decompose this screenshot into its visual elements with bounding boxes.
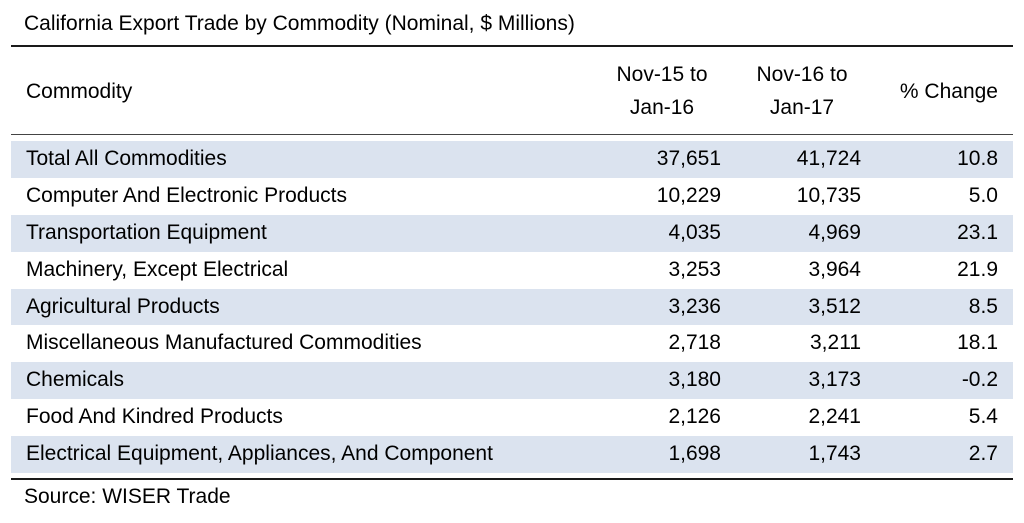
cell-period-2: 3,512 xyxy=(808,294,861,318)
table-title: California Export Trade by Commodity (No… xyxy=(24,12,575,35)
cell-period-1: 37,651 xyxy=(656,147,721,170)
table-row: Transportation Equipment 4,035 4,969 23.1 xyxy=(11,214,1013,252)
table-row: Total All Commodities 37,651 41,724 10.8 xyxy=(11,141,1013,178)
cell-commodity: Transportation Equipment xyxy=(26,220,267,244)
table-row: Electrical Equipment, Appliances, And Co… xyxy=(11,436,1013,474)
table-row: Miscellaneous Manufactured Commodities 2,… xyxy=(11,325,1013,362)
header-pct-change: % Change xyxy=(899,80,998,103)
cell-commodity: Chemicals xyxy=(26,368,125,392)
cell-pct-change: 5.0 xyxy=(968,183,998,207)
cell-period-1: 3,253 xyxy=(668,257,721,281)
cell-pct-change: 10.8 xyxy=(957,147,998,170)
cell-pct-change: 18.1 xyxy=(957,331,998,355)
cell-period-1: 2,126 xyxy=(668,405,721,429)
header-commodity: Commodity xyxy=(26,80,133,103)
cell-period-1: 10,229 xyxy=(656,183,721,207)
table-row: Computer And Electronic Products 10,229 10… xyxy=(11,178,1013,215)
cell-period-1: 3,180 xyxy=(668,368,721,392)
cell-commodity: Electrical Equipment, Appliances, And Co… xyxy=(26,442,493,466)
cell-period-1: 1,698 xyxy=(668,442,721,466)
cell-period-1: 4,035 xyxy=(668,220,721,244)
cell-pct-change: 2.7 xyxy=(968,442,998,466)
cell-commodity: Agricultural Products xyxy=(26,294,220,318)
cell-period-1: 3,236 xyxy=(668,294,721,318)
cell-pct-change: 8.5 xyxy=(968,294,998,318)
cell-period-2: 41,724 xyxy=(796,147,861,170)
cell-period-2: 3,211 xyxy=(810,331,861,355)
cell-period-2: 2,241 xyxy=(808,405,861,429)
cell-commodity: Miscellaneous Manufactured Commodities xyxy=(26,331,422,355)
cell-pct-change: 23.1 xyxy=(957,220,998,244)
table-row: Chemicals 3,180 3,173 -0.2 xyxy=(11,362,1013,400)
cell-period-1: 2,718 xyxy=(668,331,721,355)
header-period-2: Nov-16 to Jan-17 xyxy=(756,63,848,119)
cell-pct-change: 5.4 xyxy=(968,405,998,429)
header-period-1: Nov-15 to Jan-16 xyxy=(616,63,708,119)
source-note: Source: WISER Trade xyxy=(24,485,231,508)
cell-commodity: Machinery, Except Electrical xyxy=(26,257,289,281)
cell-commodity: Food And Kindred Products xyxy=(26,405,283,429)
table-row: Machinery, Except Electrical 3,253 3,964 21… xyxy=(11,252,1013,289)
cell-pct-change: 21.9 xyxy=(957,257,998,281)
cell-period-2: 3,964 xyxy=(808,257,861,281)
top-rule xyxy=(11,45,1013,47)
cell-period-2: 1,743 xyxy=(808,442,861,466)
cell-commodity: Computer And Electronic Products xyxy=(26,183,347,207)
cell-period-2: 10,735 xyxy=(796,183,861,207)
header-rule xyxy=(11,134,1013,135)
cell-period-2: 4,969 xyxy=(808,220,861,244)
table-body: Total All Commodities 37,651 41,724 10.8 Com… xyxy=(11,141,1013,474)
cell-period-2: 3,173 xyxy=(808,368,861,392)
cell-commodity: Total All Commodities xyxy=(26,147,227,170)
cell-pct-change: -0.2 xyxy=(961,368,998,392)
table-row: Agricultural Products 3,236 3,512 8.5 xyxy=(11,288,1013,326)
table-row: Food And Kindred Products 2,126 2,241 5.4 xyxy=(11,399,1013,436)
bottom-rule xyxy=(11,478,1013,480)
